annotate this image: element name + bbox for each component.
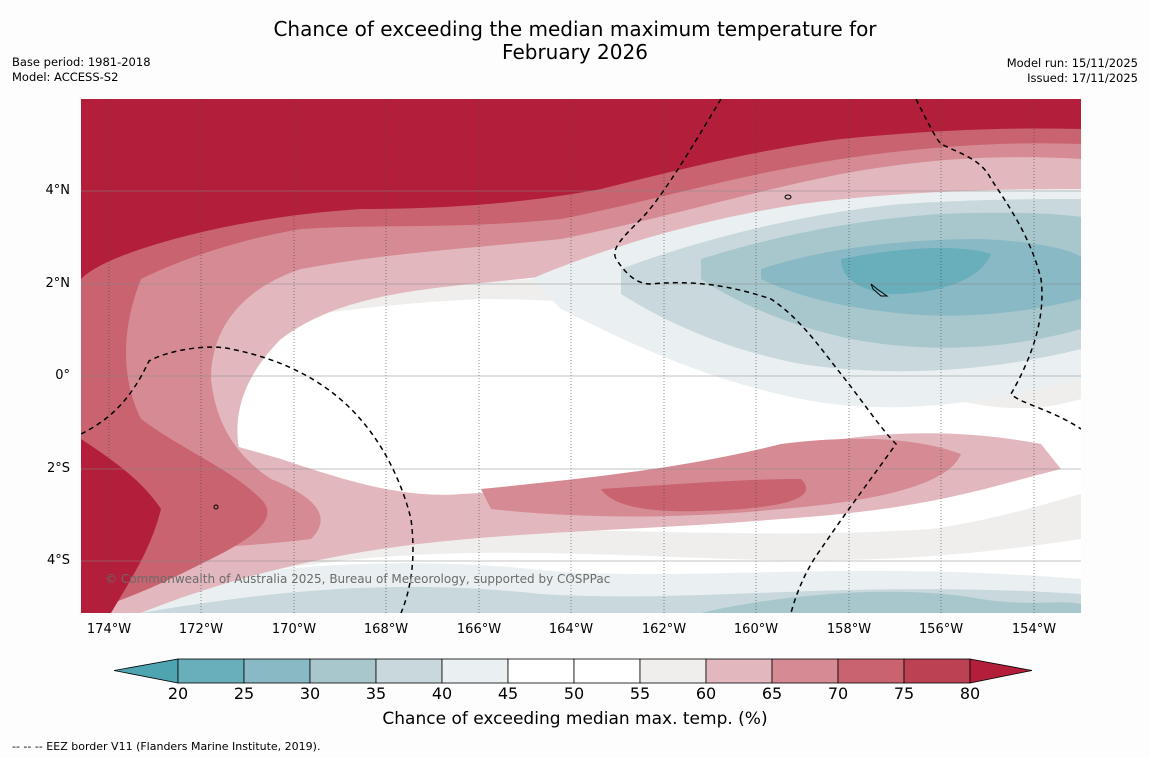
- colorbar-cell: [177, 658, 245, 684]
- colorbar-tick: 65: [761, 684, 783, 703]
- colorbar-high-extend: [969, 658, 1033, 684]
- x-tick: 154°W: [1011, 622, 1057, 637]
- model-name: Model: ACCESS-S2: [12, 70, 119, 84]
- colorbar-cell: [705, 658, 773, 684]
- colorbar-tick: 55: [629, 684, 651, 703]
- colorbar-tick: 50: [563, 684, 585, 703]
- meta-right: Model run: 15/11/2025 Issued: 17/11/2025: [1007, 56, 1138, 86]
- colorbar-cell: [639, 658, 707, 684]
- model-run: Model run: 15/11/2025: [1006, 56, 1138, 70]
- band-lower-70: [481, 438, 961, 517]
- colorbar-tick: 80: [959, 684, 981, 703]
- x-tick: 170°W: [271, 622, 317, 637]
- band-bottom-30: [701, 591, 1081, 613]
- colorbar-cell: [573, 658, 641, 684]
- colorbar-cell: [903, 658, 971, 684]
- colorbar: [114, 658, 1033, 684]
- map-canvas: [81, 99, 1081, 613]
- y-tick: 4°N: [45, 183, 71, 198]
- y-tick: 0°: [55, 368, 70, 383]
- colorbar-cell: [375, 658, 443, 684]
- meta-left: Base period: 1981-2018 Model: ACCESS-S2: [12, 55, 151, 85]
- band-sw-80: [81, 439, 161, 613]
- band-lower-75: [601, 479, 807, 512]
- colorbar-tick: 40: [431, 684, 453, 703]
- band-left-70: [81, 132, 1081, 549]
- colorbar-cell: [243, 658, 311, 684]
- colorbar-tick: 70: [827, 684, 849, 703]
- base-period: Base period: 1981-2018: [12, 55, 151, 69]
- eez-borders: [81, 99, 1081, 613]
- colorbar-cells: [114, 658, 1033, 684]
- copyright-notice: © Commonwealth of Australia 2025, Bureau…: [105, 572, 611, 586]
- band-lower-60: [81, 494, 1081, 613]
- colorbar-tick: 35: [365, 684, 387, 703]
- colorbar-cell: [441, 658, 509, 684]
- issued-date: Issued: 17/11/2025: [1027, 71, 1138, 85]
- chart-title: Chance of exceeding the median maximum t…: [0, 18, 1150, 64]
- colorbar-cell: [507, 658, 575, 684]
- y-tick: 2°S: [46, 461, 70, 476]
- colorbar-tick: 30: [299, 684, 321, 703]
- x-tick: 156°W: [918, 622, 964, 637]
- colorbar-tick: 25: [233, 684, 255, 703]
- latitude-gridlines: [81, 190, 1081, 562]
- x-tick: 162°W: [641, 622, 687, 637]
- x-tick: 166°W: [456, 622, 502, 637]
- band-left-80: [81, 99, 1081, 279]
- x-tick: 164°W: [548, 622, 594, 637]
- x-tick: 168°W: [363, 622, 409, 637]
- colorbar-tick: 45: [497, 684, 519, 703]
- islands: [213, 194, 889, 510]
- colorbar-label: Chance of exceeding median max. temp. (%…: [382, 709, 768, 729]
- eez-legend-note: -- -- -- EEZ border V11 (Flanders Marine…: [12, 740, 321, 753]
- map-panel[interactable]: [81, 99, 1081, 613]
- title-line-2: February 2026: [502, 40, 648, 64]
- colorbar-tick: 75: [893, 684, 915, 703]
- y-tick: 4°S: [46, 553, 70, 568]
- colorbar-cell: [771, 658, 839, 684]
- colorbar-cell: [309, 658, 377, 684]
- colorbar-tick: 20: [167, 684, 189, 703]
- x-tick: 172°W: [178, 622, 224, 637]
- band-left-75: [81, 122, 1081, 613]
- x-tick: 160°W: [733, 622, 779, 637]
- x-tick: 174°W: [86, 622, 132, 637]
- y-tick: 2°N: [45, 276, 71, 291]
- colorbar-low-extend: [114, 658, 179, 684]
- title-line-1: Chance of exceeding the median maximum t…: [273, 17, 877, 41]
- x-tick: 158°W: [826, 622, 872, 637]
- colorbar-tick: 60: [695, 684, 717, 703]
- band-east-20: [841, 247, 991, 294]
- colorbar-cell: [837, 658, 905, 684]
